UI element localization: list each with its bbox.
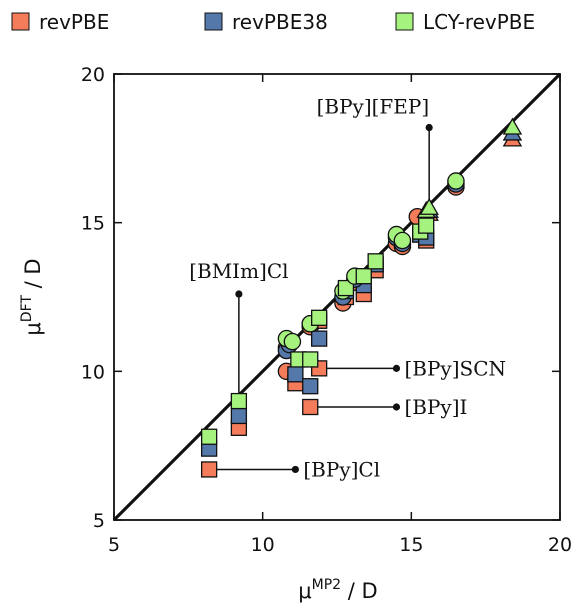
revpbe-square-marker: [200, 461, 218, 478]
annotation-bpy-cl-dot: [291, 465, 299, 474]
annotation-bpy-fep-label: [BPy][FEP]: [317, 95, 430, 119]
annotation-leaders: [209, 123, 433, 474]
y-tick-label: 5: [93, 510, 105, 532]
x-axis-label: μMP2 / D: [298, 577, 377, 603]
x-tick-label: 5: [108, 534, 120, 556]
lcy-revpbe-square-marker: [418, 217, 435, 234]
x-tick-label: 20: [548, 534, 572, 556]
y-tick-label: 20: [81, 64, 105, 86]
annotation-labels: [BPy][FEP] [BMIm]Cl [BPy]SCN [BPy]I [BPy]Cl: [189, 95, 506, 482]
lcy-revpbe-circle-marker: [283, 332, 302, 351]
y-axis-superscript: DFT: [19, 295, 35, 323]
x-axis-unit: / D: [341, 579, 378, 603]
annotation-bpy-scn-label: [BPy]SCN: [404, 356, 506, 380]
data-markers: [200, 117, 523, 478]
lcy-revpbe-square-marker: [230, 392, 248, 410]
lcy-revpbe-legend-swatch: [395, 12, 414, 31]
lcy-revpbe-square-marker: [337, 279, 355, 297]
x-axis-superscript: MP2: [312, 577, 341, 593]
x-tick-label: 15: [399, 534, 423, 556]
x-axis-symbol: μ: [298, 579, 311, 603]
annotation-bmim-cl-label: [BMIm]Cl: [189, 259, 288, 283]
lcy-revpbe-square-marker: [367, 253, 384, 270]
revpbe38-square-marker: [302, 378, 319, 395]
lcy-revpbe-square-marker: [311, 309, 328, 326]
revpbe-legend-swatch: [11, 12, 30, 31]
revpbe-legend-label: revPBE: [39, 10, 109, 34]
lcy-revpbe-circle-marker: [447, 172, 465, 190]
y-axis-unit: / D: [21, 258, 45, 295]
annotation-bpy-i-label: [BPy]I: [404, 395, 467, 419]
y-tick-label: 10: [81, 361, 105, 383]
legend: revPBE revPBE38 LCY-revPBE: [11, 10, 535, 34]
revpbe38-legend-swatch: [204, 12, 223, 31]
plot-border: [113, 73, 561, 521]
x-axis-ticks: 5 10 15 20: [108, 74, 572, 556]
revpbe-square-marker: [302, 398, 319, 416]
x-tick-label: 10: [251, 534, 275, 556]
revpbe38-square-marker: [311, 330, 328, 347]
y-axis-symbol: μ: [21, 322, 45, 335]
revpbe38-square-marker: [287, 366, 304, 383]
lcy-revpbe-triangle-marker: [419, 197, 439, 215]
revpbe38-legend-label: revPBE38: [232, 10, 328, 34]
annotation-bpy-scn-dot: [392, 364, 401, 372]
revpbe38-square-marker: [230, 407, 248, 425]
y-axis-label: μDFT / D: [19, 258, 45, 335]
lcy-revpbe-square-marker: [200, 428, 218, 445]
y-axis-ticks: 5 10 15 20: [81, 64, 560, 532]
lcy-revpbe-square-marker: [355, 268, 372, 285]
annotation-bpy-i-dot: [392, 403, 401, 411]
lcy-revpbe-legend-label: LCY-revPBE: [423, 10, 535, 34]
plot-frame: [113, 73, 561, 521]
annotation-bmim-cl-dot: [235, 290, 243, 298]
lcy-revpbe-triangle-marker: [502, 117, 523, 135]
lcy-revpbe-circle-marker: [393, 231, 412, 250]
annotation-bpy-fep-dot: [425, 123, 433, 132]
y-tick-label: 15: [81, 213, 105, 235]
lcy-revpbe-square-marker: [302, 351, 319, 368]
annotation-bpy-cl-label: [BPy]Cl: [303, 457, 380, 481]
